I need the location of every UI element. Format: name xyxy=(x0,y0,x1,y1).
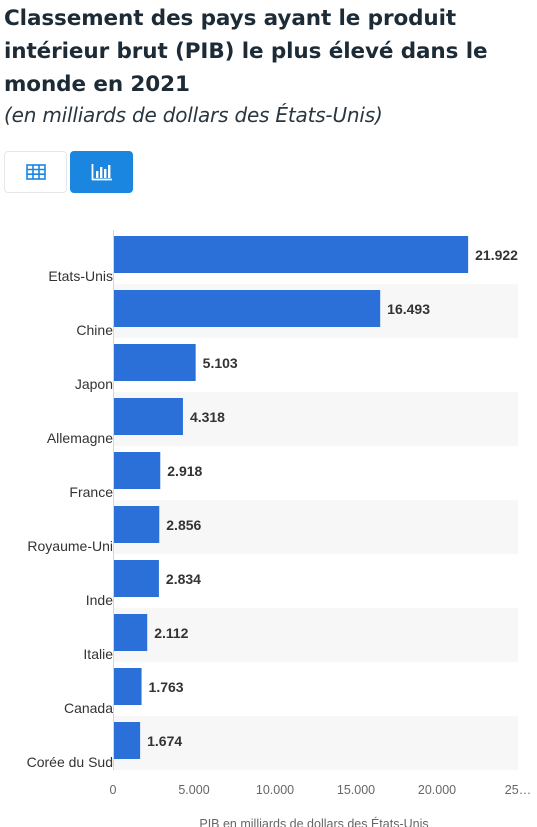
row-band xyxy=(113,716,518,770)
row-band xyxy=(113,608,518,662)
value-label: 2.834 xyxy=(166,571,201,587)
bar-5 xyxy=(114,452,161,489)
x-tick-label: 0 xyxy=(110,783,117,797)
bar-6 xyxy=(114,506,160,543)
bar-chart-icon xyxy=(91,164,112,181)
bar-4 xyxy=(114,398,183,435)
x-tick-label: 15.000 xyxy=(337,783,375,797)
x-axis-title: PIB en milliards de dollars des États-Un… xyxy=(199,816,428,827)
bar-1 xyxy=(114,236,469,273)
category-label: Chine xyxy=(76,322,113,338)
category-label: Inde xyxy=(86,592,113,608)
category-label: Corée du Sud xyxy=(27,754,113,770)
chart-title: Classement des pays ayant le produit int… xyxy=(4,6,488,97)
bar-9 xyxy=(114,668,142,705)
row-band xyxy=(113,500,518,554)
bar-chart: 21.922 Etats-Unis 16.493 Chine 5.103 Japon 4.3… xyxy=(27,230,531,827)
bar-2 xyxy=(114,290,381,327)
value-label: 1.763 xyxy=(149,679,184,695)
value-label: 2.856 xyxy=(166,517,201,533)
category-label: Japon xyxy=(75,376,113,392)
x-tick-label: 20.000 xyxy=(418,783,456,797)
x-tick-label: 25… xyxy=(505,783,531,797)
table-view-button[interactable] xyxy=(4,151,67,193)
value-label: 16.493 xyxy=(387,301,430,317)
category-label: Royaume-Uni xyxy=(27,538,113,554)
category-label: France xyxy=(69,484,113,500)
bar-8 xyxy=(114,614,148,651)
x-tick-label: 10.000 xyxy=(256,783,294,797)
value-label: 1.674 xyxy=(147,733,182,749)
table-icon xyxy=(25,164,46,180)
category-label: Allemagne xyxy=(47,430,113,446)
value-label: 2.918 xyxy=(167,463,202,479)
value-label: 4.318 xyxy=(190,409,225,425)
bar-7 xyxy=(114,560,159,597)
bar-10 xyxy=(114,722,141,759)
chart-view-button[interactable] xyxy=(70,151,133,193)
value-label: 5.103 xyxy=(203,355,238,371)
category-label: Etats-Unis xyxy=(48,268,113,284)
category-label: Canada xyxy=(64,700,113,716)
x-tick-label: 5.000 xyxy=(178,783,209,797)
category-label: Italie xyxy=(83,646,113,662)
value-label: 2.112 xyxy=(154,625,188,641)
chart-subtitle: (en milliards de dollars des États-Unis) xyxy=(4,103,383,127)
value-label: 21.922 xyxy=(475,247,518,263)
bar-3 xyxy=(114,344,196,381)
